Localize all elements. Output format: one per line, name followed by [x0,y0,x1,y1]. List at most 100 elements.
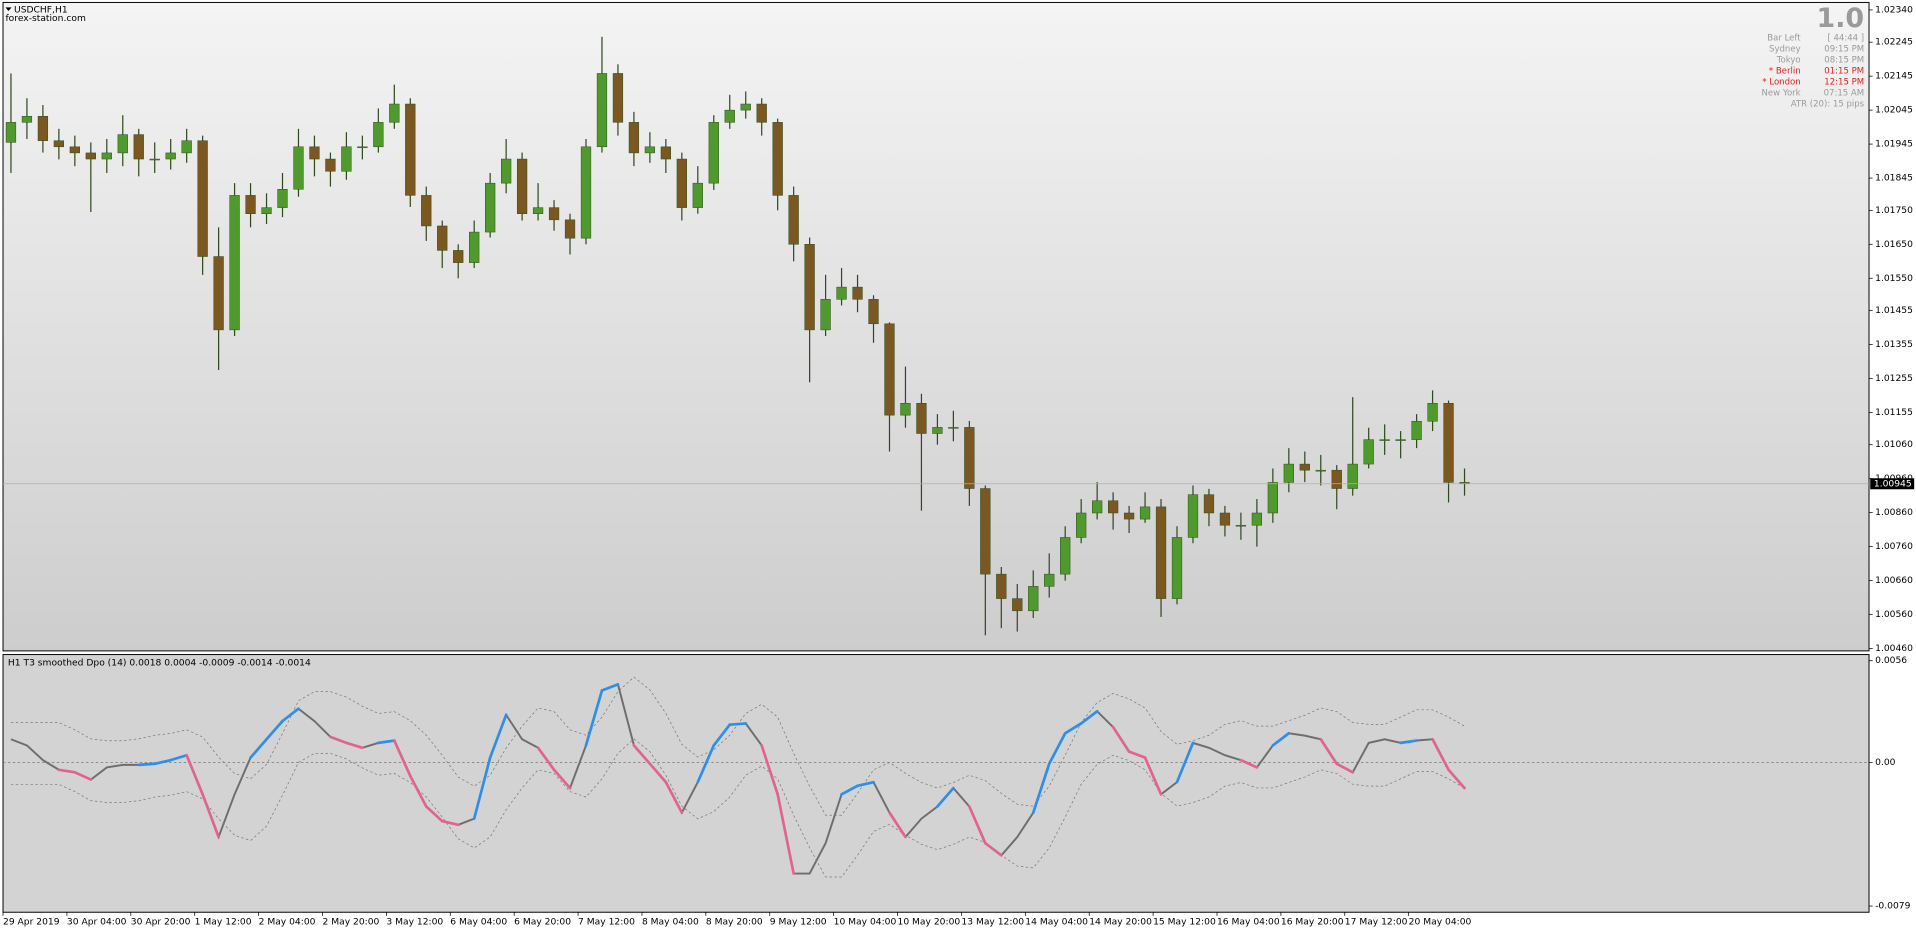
candle-body [1443,403,1454,483]
dpo-trend-segment [73,770,93,781]
y-tick-label: 1.01650 [1875,240,1913,250]
x-tick-label: 6 May 20:00 [514,918,571,928]
candle-body [1235,524,1247,527]
x-tick-label: 14 May 04:00 [1025,918,1088,928]
candle-body [1076,512,1087,538]
dpo-trend-segment [888,811,907,839]
dpo-trend-segment [840,784,859,796]
candle-body [1251,512,1263,526]
candle-body [964,427,975,489]
dpo-trend-segment [856,780,875,788]
x-tick-label: 16 May 04:00 [1217,918,1280,928]
candle-body [1044,573,1055,587]
y-tick-label: 1.01845 [1875,174,1913,184]
dpo-trend-segment [153,758,173,766]
candle-body [1283,463,1294,483]
candle-body [884,323,895,416]
candle-body [69,146,80,154]
dpo-trend-segment [664,780,684,815]
dpo-trend-segment [1127,750,1147,759]
dpo-trend-segment [249,737,268,759]
candle-body [1012,598,1023,612]
y-tick-label: 1.00460 [1875,644,1913,654]
current-price-box [1870,478,1915,490]
info-value: [ 44:44 ] [1827,33,1864,43]
candle-body [1347,463,1358,489]
candle-body [197,140,208,257]
candle-body [357,146,368,149]
candle-body [1060,537,1071,575]
y-tick-label: 0.00 [1875,758,1896,768]
candle-body [1171,537,1183,599]
dpo-trend-segment [1143,756,1163,796]
dpo-trend-segment [201,792,220,839]
candle-body [213,256,224,331]
candle-body [261,207,272,214]
info-label: Sydney [1769,44,1801,54]
dpo-trend-segment [1031,762,1051,815]
x-tick-label: 17 May 12:00 [1345,918,1408,928]
candle-body [1123,512,1135,520]
dpo-trend-segment [1399,739,1418,745]
dpo-trend-segment [376,739,396,745]
candle-body [580,146,592,239]
candle-body [421,195,432,227]
price-panel [2,1,1870,652]
dpo-trend-segment [1271,731,1291,747]
candle-body [21,115,33,123]
candle-body [453,250,464,263]
candle-body [1219,512,1231,526]
candle-body [1379,439,1390,441]
x-tick-label: 14 May 20:00 [1089,918,1152,928]
info-value: 01:15 PM [1824,66,1864,76]
x-tick-label: 16 May 20:00 [1281,918,1344,928]
x-tick-label: 9 May 12:00 [770,918,827,928]
dpo-trend-segment [1111,725,1131,753]
y-tick-label: 1.01255 [1875,374,1913,384]
x-tick-label: 30 Apr 04:00 [67,918,127,928]
candle-body [708,122,719,184]
candle-body [660,146,671,160]
dpo-trend-segment [696,744,716,784]
info-label: Bar Left [1767,33,1801,43]
candle-body [1028,586,1039,612]
candle-body [868,299,879,325]
dpo-trend-segment [265,719,284,741]
candle-body [724,109,735,123]
candle-body [948,427,959,429]
info-label: ATR (20): 15 pips [1791,99,1865,109]
x-tick-label: 10 May 04:00 [834,918,897,928]
x-tick-label: 2 May 04:00 [259,918,316,928]
dpo-trend-segment [472,756,492,820]
dpo-trend-segment [57,768,77,774]
info-value: 08:15 PM [1824,55,1864,65]
dpo-trend-segment [1319,737,1339,766]
dpo-trend-segment [776,792,795,875]
dpo-trend-segment [329,735,348,745]
indicator-panel [2,654,1870,913]
dpo-trend-segment [488,713,508,759]
y-tick-label: 1.01155 [1875,408,1913,418]
dpo-trend-segment [584,689,604,747]
y-tick-label: -0.0079 [1875,902,1910,912]
dpo-trend-segment [648,762,668,784]
dpo-trend-segment [424,805,444,823]
y-tick-label: 1.00660 [1875,576,1913,586]
dpo-trend-segment [345,741,364,750]
dpo-trend-segment [536,746,556,772]
candle-body [820,299,831,331]
y-tick-label: 0.0056 [1875,656,1907,666]
candle-body [373,122,384,148]
x-tick-label: 30 Apr 20:00 [131,918,191,928]
candle-body [149,158,160,161]
dpo-trend-segment [983,841,1003,857]
candle-body [181,140,192,154]
dpo-trend-segment [1047,731,1067,766]
menu-arrow[interactable] [5,7,12,11]
dpo-trend-segment [760,744,780,796]
candle-body [117,134,128,154]
symbol: USDCHF,H1 [14,5,68,15]
candle-body [53,140,65,148]
info-label: * Berlin [1769,66,1801,76]
